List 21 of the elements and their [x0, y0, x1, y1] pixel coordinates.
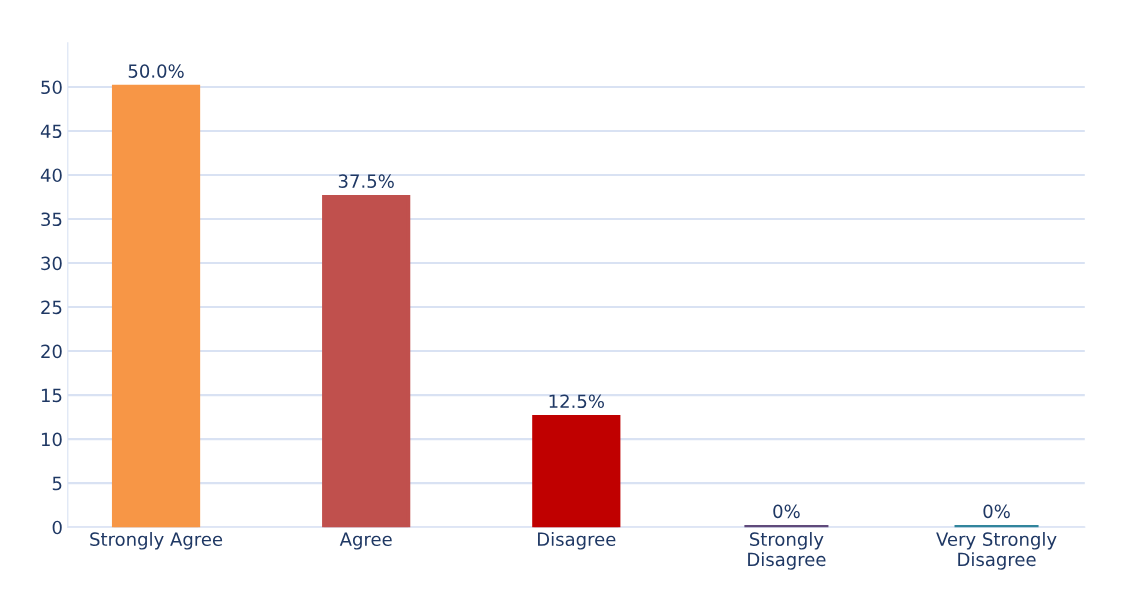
x-tick-label: Very Strongly Disagree	[936, 532, 1057, 570]
y-tick-label: 10	[41, 432, 62, 447]
data-label: 50.0%	[128, 64, 184, 78]
y-tick-label: 0	[52, 520, 62, 535]
data-label: 12.5%	[549, 394, 604, 409]
x-tick-label: Agree	[339, 532, 392, 550]
x-tick-label: Strongly Agree	[90, 532, 223, 550]
data-label: 37.5%	[338, 174, 394, 188]
y-tick-label: 35	[41, 212, 62, 227]
x-tick-label: Strongly Disagree	[748, 532, 826, 570]
y-tick-label: 20	[41, 344, 62, 359]
y-tick-label: 45	[40, 124, 62, 139]
y-tick-label: 30	[41, 256, 62, 271]
y-tick-label: 50	[41, 80, 62, 95]
y-tick-label: 15	[41, 388, 62, 403]
y-tick-label: 40	[40, 168, 62, 183]
data-label: 0%	[983, 504, 1010, 519]
y-tick-label: 5	[52, 476, 62, 491]
y-tick-label: 25	[41, 300, 62, 315]
data-label: 0%	[773, 504, 800, 519]
x-tick-label: Disagree	[538, 532, 616, 550]
